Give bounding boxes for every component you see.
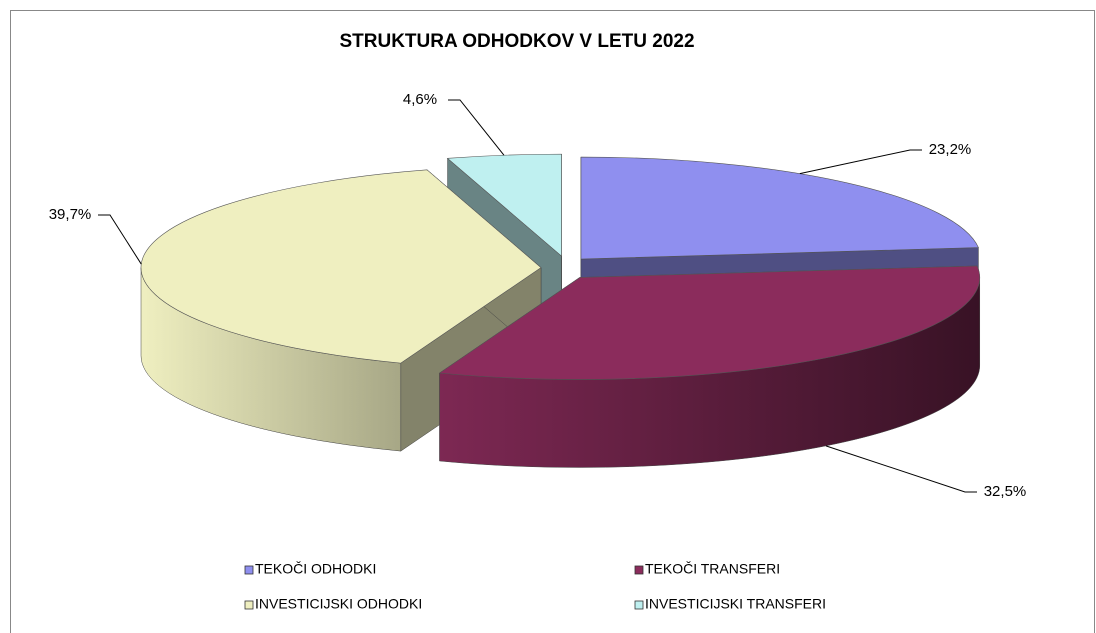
leader-line — [448, 99, 505, 156]
legend-label: INVESTICIJSKI TRANSFERI — [645, 596, 826, 612]
legend-label: INVESTICIJSKI ODHODKI — [255, 596, 422, 612]
legend-swatch — [244, 600, 254, 610]
data-label: 39,7% — [49, 206, 92, 223]
legend-swatch — [634, 565, 644, 575]
leader-line — [799, 149, 922, 175]
data-label: 32,5% — [984, 483, 1027, 500]
legend-swatch — [244, 565, 254, 575]
slice — [446, 153, 562, 257]
slice — [438, 265, 981, 380]
legend-label: TEKOČI TRANSFERI — [645, 561, 780, 577]
leader-line — [98, 214, 142, 265]
leader-line — [825, 445, 977, 493]
data-label: 4,6% — [403, 91, 437, 108]
slice — [140, 169, 542, 364]
chart-title: STRUKTURA ODHODKOV V LETU 2022 — [339, 31, 694, 52]
slice — [580, 156, 979, 260]
legend-label: TEKOČI ODHODKI — [255, 561, 376, 577]
legend-swatch — [634, 600, 644, 610]
data-label: 23,2% — [929, 141, 972, 158]
